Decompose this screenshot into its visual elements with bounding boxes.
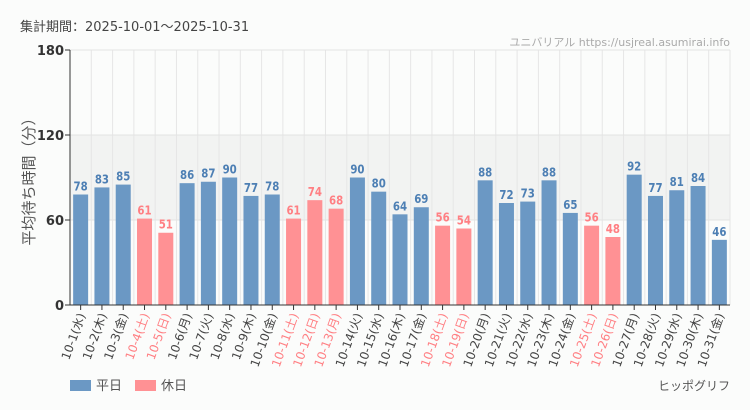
data-label: 90 <box>350 163 364 177</box>
bar <box>669 190 685 305</box>
legend: 平日 休日 <box>70 379 187 394</box>
data-label: 77 <box>244 181 258 195</box>
bar <box>647 195 663 305</box>
data-label: 78 <box>265 180 279 194</box>
bar <box>690 186 706 305</box>
bar <box>498 203 514 305</box>
brand-label: ヒッポグリフ <box>658 379 730 393</box>
y-axis-label: 平均待ち時間（分） <box>20 110 38 245</box>
bar <box>264 194 280 305</box>
bar <box>520 201 536 305</box>
bar <box>435 225 451 305</box>
data-label: 46 <box>712 225 726 239</box>
bar <box>200 181 216 305</box>
data-label: 61 <box>286 204 300 218</box>
bar <box>711 239 727 305</box>
data-label: 90 <box>223 163 237 177</box>
data-label: 64 <box>393 200 407 214</box>
data-label: 88 <box>478 166 492 180</box>
data-label: 86 <box>180 168 194 182</box>
y-tick-label: 60 <box>46 214 64 229</box>
y-tick-label: 120 <box>37 129 64 144</box>
data-label: 87 <box>201 167 215 181</box>
bar <box>371 191 387 305</box>
bar <box>137 218 153 305</box>
bar <box>605 237 621 305</box>
data-label: 80 <box>372 177 386 191</box>
bar <box>158 232 174 305</box>
data-label: 69 <box>414 192 428 206</box>
data-label: 56 <box>585 211 599 225</box>
data-label: 48 <box>606 222 620 236</box>
credit-label: ユニバリアル https://usjreal.asumirai.info <box>509 36 730 49</box>
data-label: 65 <box>563 198 577 212</box>
data-label: 85 <box>116 170 130 184</box>
data-label: 61 <box>137 204 151 218</box>
y-tick-label: 180 <box>37 44 64 59</box>
data-label: 77 <box>648 181 662 195</box>
data-label: 68 <box>329 194 343 208</box>
bar <box>477 180 493 305</box>
bar <box>584 225 600 305</box>
bar <box>243 195 259 305</box>
period-label: 集計期間：2025-10-01～2025-10-31 <box>20 19 249 35</box>
bar <box>413 207 429 305</box>
bar <box>222 177 238 305</box>
bar <box>349 177 365 305</box>
legend-label-holiday: 休日 <box>161 379 187 394</box>
bar <box>179 183 195 305</box>
bar <box>286 218 302 305</box>
data-label: 92 <box>627 160 641 174</box>
bar <box>307 200 323 305</box>
data-label: 56 <box>435 211 449 225</box>
data-label: 83 <box>95 173 109 187</box>
data-label: 51 <box>159 218 173 232</box>
bar <box>626 174 642 305</box>
data-label: 72 <box>499 188 513 202</box>
legend-swatch-weekday <box>70 380 91 391</box>
bar <box>94 187 110 305</box>
bar <box>73 194 89 305</box>
data-label: 81 <box>670 175 684 189</box>
bar <box>115 184 131 305</box>
bar <box>562 212 578 305</box>
data-label: 84 <box>691 171 705 185</box>
legend-label-weekday: 平日 <box>96 379 122 394</box>
data-label: 74 <box>308 185 322 199</box>
bar <box>456 228 472 305</box>
data-label: 78 <box>74 180 88 194</box>
bar <box>541 180 557 305</box>
data-label: 73 <box>521 187 535 201</box>
bar <box>392 214 408 305</box>
data-label: 88 <box>542 166 556 180</box>
legend-swatch-holiday <box>135 380 156 391</box>
bar <box>328 208 344 305</box>
data-label: 54 <box>457 214 471 228</box>
y-tick-label: 0 <box>55 299 64 314</box>
